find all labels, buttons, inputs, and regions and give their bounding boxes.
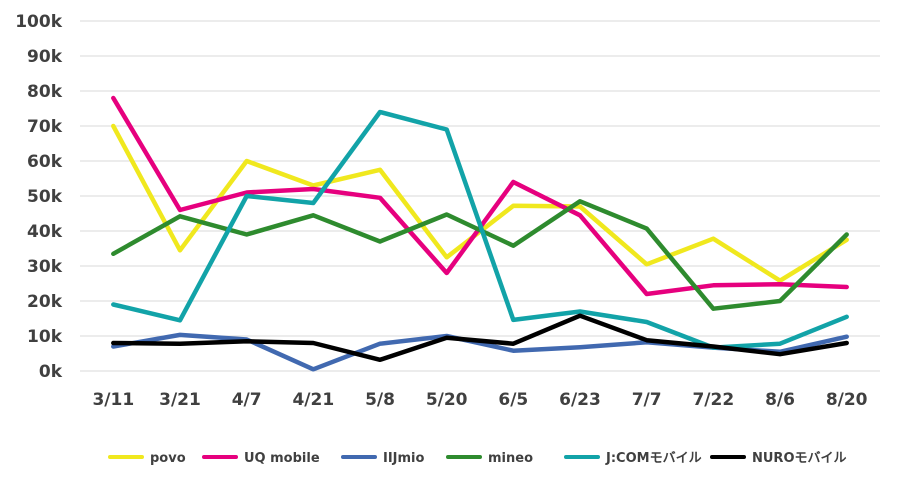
y-tick-label: 20k [27, 292, 63, 312]
legend-label: UQ mobile [244, 451, 320, 466]
y-tick-label: 90k [27, 47, 63, 67]
x-tick-label: 3/11 [92, 390, 134, 410]
series-lines [111, 95, 849, 372]
legend-label: J:COMモバイル [605, 451, 702, 466]
legend-label: mineo [488, 451, 533, 466]
y-tick-label: 30k [27, 257, 63, 277]
y-tick-label: 40k [27, 222, 63, 242]
legend-item-1: UQ mobile [202, 451, 320, 466]
legend-label: NUROモバイル [752, 451, 847, 466]
y-tick-label: 0k [39, 362, 63, 382]
y-tick-label: 10k [27, 327, 63, 347]
y-tick-label: 70k [27, 117, 63, 137]
legend-item-2: IIJmio [341, 451, 425, 466]
legend-label: IIJmio [383, 451, 425, 466]
x-tick-label: 3/21 [159, 390, 201, 410]
legend-item-0: povo [108, 451, 186, 466]
x-tick-label: 4/21 [292, 390, 334, 410]
gridlines [80, 20, 880, 372]
y-tick-label: 100k [15, 12, 62, 32]
x-tick-label: 7/22 [692, 390, 734, 410]
x-tick-label: 8/20 [826, 390, 868, 410]
x-tick-label: 4/7 [232, 390, 262, 410]
x-tick-label: 7/7 [632, 390, 662, 410]
legend-item-3: mineo [446, 451, 533, 466]
x-tick-label: 6/23 [559, 390, 601, 410]
x-tick-label: 8/6 [765, 390, 795, 410]
x-axis-ticks: 3/11 3/21 4/7 4/21 5/8 5/20 6/5 6/23 7/7 7/22 8/6 8… [92, 390, 867, 410]
x-tick-label: 6/5 [498, 390, 528, 410]
y-axis-ticks: 0k 10k 20k 30k 40k 50k 60k 70k 80k 90k 100k [15, 12, 62, 382]
x-tick-label: 5/8 [365, 390, 395, 410]
series-line-5 [111, 313, 849, 363]
y-tick-label: 60k [27, 152, 63, 172]
legend-label: povo [150, 451, 186, 466]
series-line-0 [111, 123, 849, 283]
y-tick-label: 50k [27, 187, 63, 207]
legend-item-4: J:COMモバイル [564, 451, 702, 466]
legend-item-5: NUROモバイル [710, 451, 847, 466]
x-tick-label: 5/20 [426, 390, 468, 410]
y-tick-label: 80k [27, 82, 63, 102]
legend: povo UQ mobile IIJmio mineo J:COMモバイル NUROモバイ… [108, 451, 847, 466]
